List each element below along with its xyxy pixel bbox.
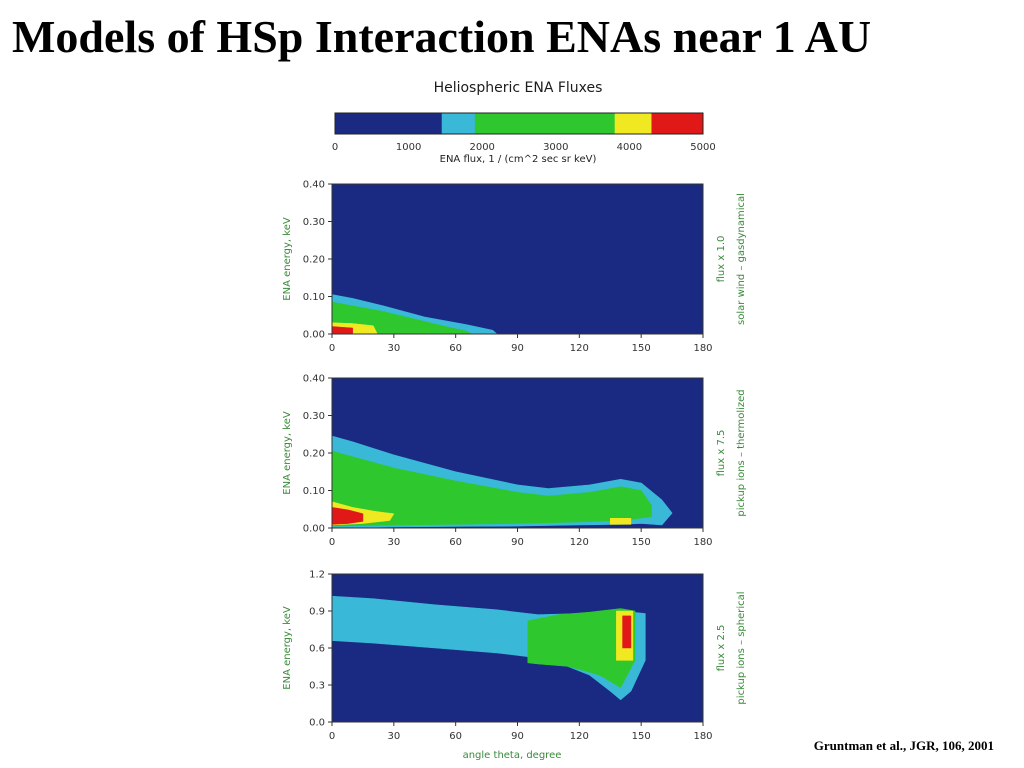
x-tick-label: 30 <box>387 537 400 548</box>
y-tick-label: 0.40 <box>303 374 325 385</box>
flux-scale-caption: flux x 2.5 <box>716 625 727 672</box>
x-tick-label: 120 <box>570 537 589 548</box>
flux-region-4 <box>332 507 364 525</box>
y-axis-label: ENA energy, keV <box>282 217 293 301</box>
x-tick-label: 120 <box>570 731 589 742</box>
heatmap-panels: 0.000.100.200.300.400 30 60 90 120 150 180ENA … <box>282 180 747 743</box>
model-caption: pickup ions – spherical <box>736 591 747 704</box>
x-tick-label: 90 <box>511 537 524 548</box>
model-caption: pickup ions – thermolized <box>736 389 747 516</box>
x-tick-label: 120 <box>570 343 589 354</box>
y-tick-label: 0.3 <box>309 681 325 692</box>
y-tick-label: 0.20 <box>303 449 325 460</box>
panel-regions <box>332 595 646 701</box>
colorbar-tick-label: 5000 <box>690 142 715 153</box>
colorbar-tick-label: 4000 <box>617 142 642 153</box>
x-tick-label: 180 <box>693 343 712 354</box>
colorbar-band-1 <box>441 113 476 134</box>
colorbar-tick-label: 2000 <box>469 142 494 153</box>
colorbar-label: ENA flux, 1 / (cm^2 sec sr keV) <box>440 154 597 165</box>
x-tick-label: 60 <box>449 537 462 548</box>
x-tick-label: 180 <box>693 731 712 742</box>
colorbar: 0 1000 2000 3000 4000 5000 <box>332 112 716 153</box>
colorbar-tick-label: 1000 <box>396 142 421 153</box>
y-tick-label: 0.00 <box>303 524 325 535</box>
colorbar-tick-label: 3000 <box>543 142 568 153</box>
y-axis-label: ENA energy, keV <box>282 411 293 495</box>
flux-region-3 <box>622 615 632 649</box>
x-axis-label: angle theta, degree <box>463 750 562 761</box>
x-tick-label: 60 <box>449 731 462 742</box>
x-tick-label: 90 <box>511 343 524 354</box>
figure-title: Heliospheric ENA Fluxes <box>434 80 603 96</box>
colorbar-tick-label: 0 <box>332 142 338 153</box>
y-tick-label: 0.10 <box>303 486 325 497</box>
flux-region-3 <box>332 326 353 334</box>
citation: Gruntman et al., JGR, 106, 2001 <box>813 738 994 753</box>
panel-regions <box>332 435 673 528</box>
x-tick-label: 60 <box>449 343 462 354</box>
heatmap-panel-1: 0.00 0.10 0.20 0.30 0.40 0 30 60 90 120 150 180 ENA … <box>282 180 747 355</box>
x-tick-label: 0 <box>329 731 335 742</box>
colorbar-band-3 <box>614 113 652 134</box>
x-tick-label: 0 <box>329 343 335 354</box>
y-tick-label: 0.10 <box>303 292 325 303</box>
model-caption: solar wind – gasdynamical <box>736 193 747 325</box>
y-tick-label: 1.2 <box>309 570 325 581</box>
y-tick-label: 0.20 <box>303 255 325 266</box>
y-tick-label: 0.0 <box>309 718 325 729</box>
x-tick-label: 150 <box>632 537 651 548</box>
colorbar-band-2 <box>474 113 616 134</box>
flux-region-1 <box>332 450 652 527</box>
colorbar-frame <box>334 112 704 135</box>
y-tick-label: 0.00 <box>303 330 325 341</box>
flux-region-1 <box>527 608 636 688</box>
x-tick-label: 30 <box>387 343 400 354</box>
heatmap-panel-3: 0.0 0.3 0.6 0.9 1.2 0 30 60 90 120 150 180 ENA energ… <box>282 570 747 743</box>
x-tick-label: 150 <box>632 731 651 742</box>
slide-title: Models of HSp Interaction ENAs near 1 AU <box>12 11 872 62</box>
y-axis-label: ENA energy, keV <box>282 606 293 690</box>
y-tick-label: 0.30 <box>303 217 325 228</box>
flux-region-3 <box>609 517 632 525</box>
flux-scale-caption: flux x 7.5 <box>716 430 727 477</box>
colorbar-band-0 <box>335 113 443 134</box>
x-tick-label: 30 <box>387 731 400 742</box>
y-tick-label: 0.30 <box>303 411 325 422</box>
x-tick-label: 90 <box>511 731 524 742</box>
x-tick-label: 180 <box>693 537 712 548</box>
y-tick-label: 0.9 <box>309 607 325 618</box>
panel-regions <box>332 294 498 334</box>
y-tick-label: 0.40 <box>303 180 325 191</box>
y-tick-label: 0.6 <box>309 644 325 655</box>
flux-scale-caption: flux x 1.0 <box>716 236 727 283</box>
x-tick-label: 150 <box>632 343 651 354</box>
colorbar-band-4 <box>651 113 704 134</box>
heatmap-panel-2: 0.00 0.10 0.20 0.30 0.40 0 30 60 90 120 150 180 ENA … <box>282 374 747 549</box>
x-tick-label: 0 <box>329 537 335 548</box>
